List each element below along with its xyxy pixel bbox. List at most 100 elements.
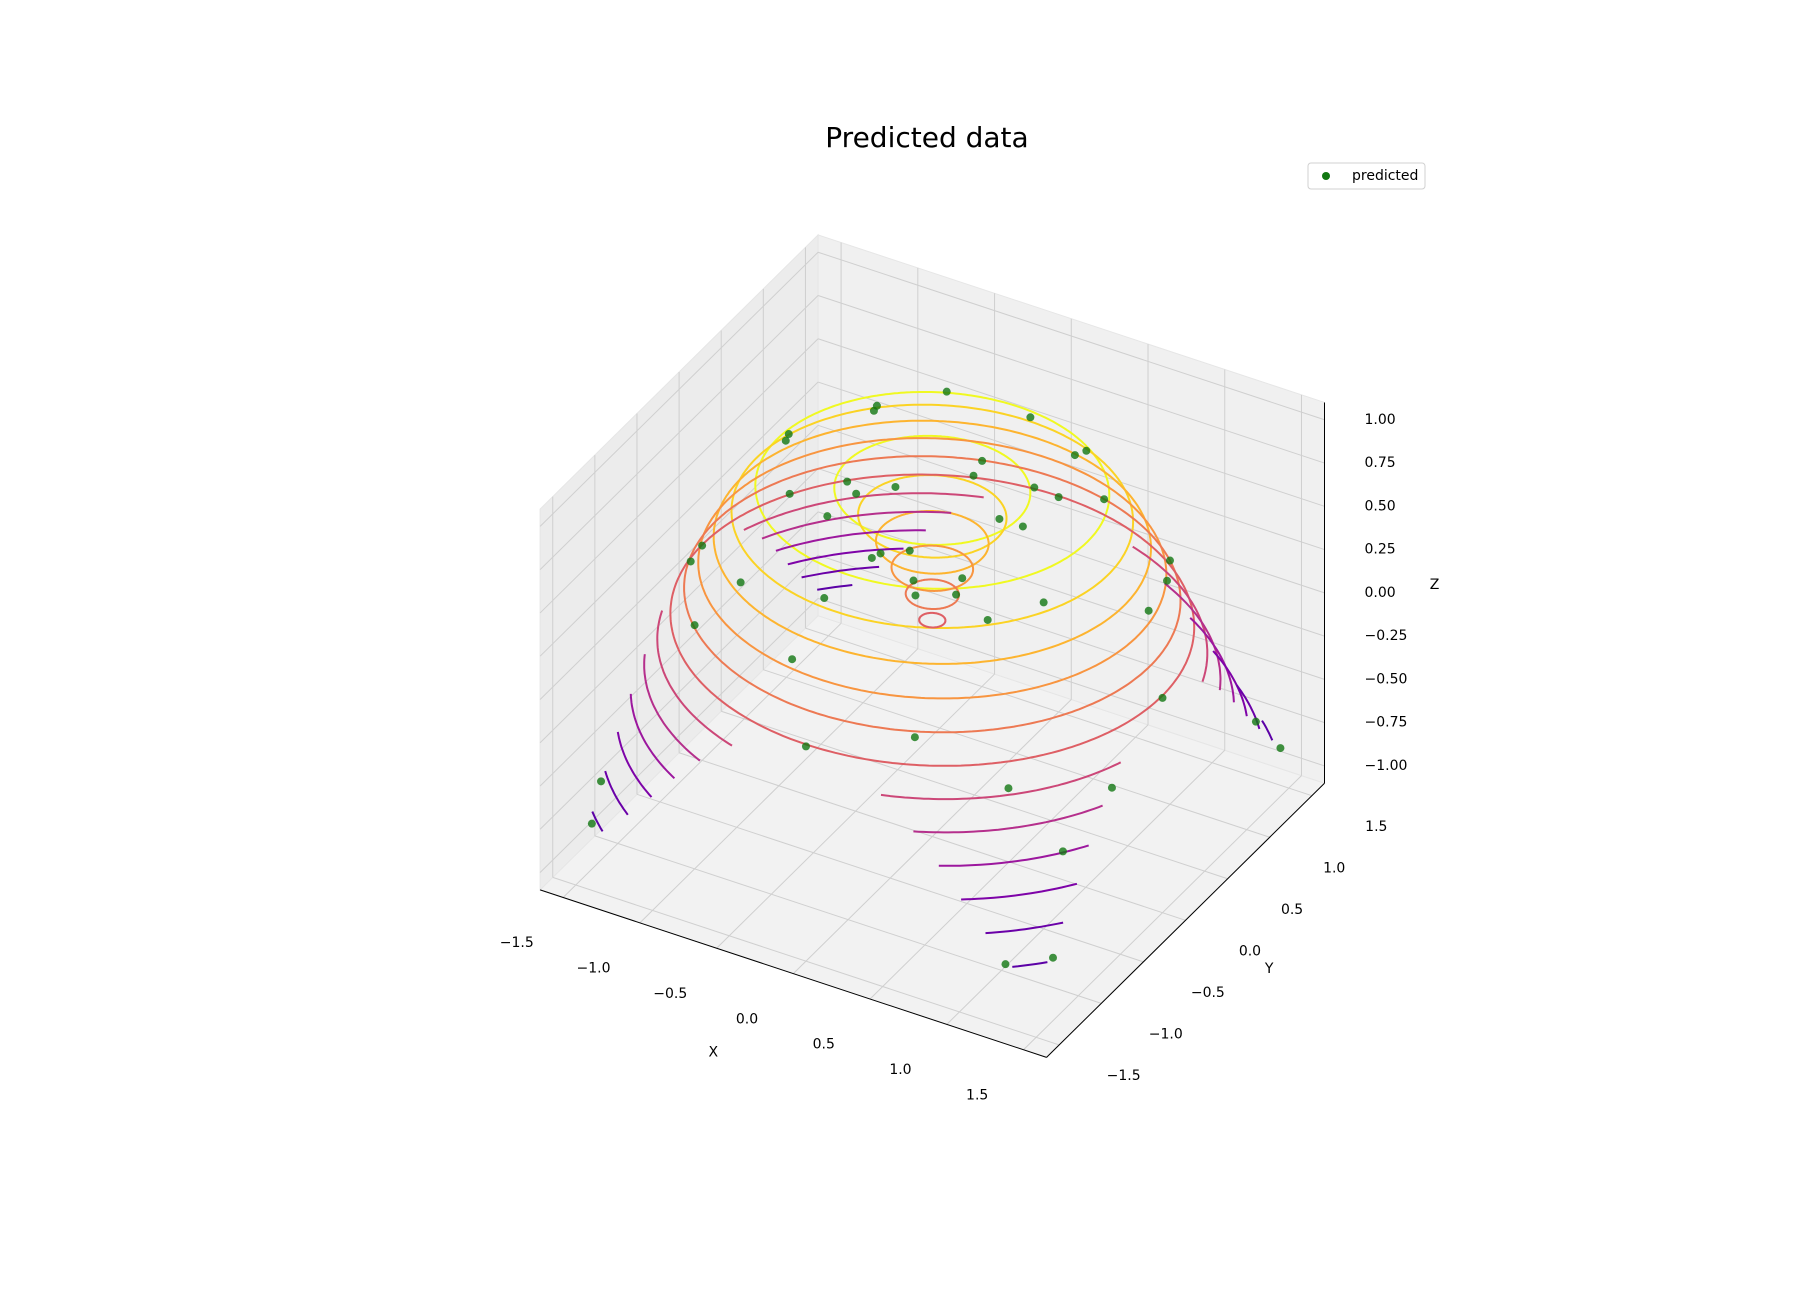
scatter-point [1070, 451, 1079, 460]
scatter-point [597, 777, 606, 786]
scatter-point [872, 401, 881, 410]
y-tick-label: −0.5 [1191, 985, 1225, 1001]
y-tick-label: −1.5 [1107, 1068, 1141, 1084]
contour-line [683, 455, 1182, 734]
x-tick-label: 0.5 [813, 1037, 835, 1053]
scatter-point [785, 489, 794, 498]
grid-line [539, 598, 819, 873]
scatter-point [1082, 446, 1091, 455]
contour-line [918, 611, 947, 629]
z-tick-label: −0.75 [1365, 715, 1408, 731]
scatter-point [867, 553, 876, 562]
scatter-point [1166, 556, 1174, 565]
contour-line [629, 529, 1235, 867]
scatter-point [852, 489, 861, 498]
legend-marker [1322, 172, 1330, 180]
axis-line [539, 889, 1047, 1058]
z-tick-label: 0.50 [1365, 498, 1396, 514]
chart-title: Predicted data [825, 121, 1028, 154]
grid-line [678, 752, 1186, 921]
scatter-point [911, 591, 920, 600]
scatter-point [1001, 960, 1010, 969]
grid-line [817, 381, 1325, 551]
scatter-point [910, 733, 919, 742]
scatter-point [1276, 744, 1285, 753]
contour-line [591, 584, 1274, 968]
grid-line [817, 468, 1325, 637]
grid-line [817, 424, 1325, 594]
y-tick-label: 0.5 [1281, 902, 1303, 918]
contour-line [890, 544, 975, 592]
grid-line [594, 835, 1102, 1004]
grid-line [539, 468, 819, 744]
grid-line [539, 424, 819, 700]
legend-box [1307, 162, 1426, 190]
scatter-point [736, 578, 745, 587]
y-tick-label: 0.0 [1239, 944, 1261, 960]
scatter-point [952, 590, 961, 599]
scatter-point [843, 477, 852, 486]
contour-line [904, 578, 960, 610]
scatter-point [1039, 598, 1048, 607]
scatter-point [820, 594, 829, 603]
scatter-point [1251, 717, 1260, 726]
z-axis-label: Z [1430, 577, 1440, 593]
contour-line [697, 437, 1168, 700]
grid-line [817, 251, 1325, 421]
scatter-point [983, 615, 992, 624]
x-tick-label: 1.0 [889, 1062, 911, 1078]
grid-line [817, 295, 1325, 464]
scatter-point [781, 436, 790, 445]
contour-line [874, 510, 990, 575]
x-tick-label: −1.5 [500, 935, 534, 951]
z-tick-label: −0.25 [1365, 628, 1408, 644]
contour-line [712, 419, 1153, 665]
scatter-point [969, 471, 978, 480]
x-axis-label: X [709, 1045, 719, 1061]
scatter-point [1018, 522, 1027, 531]
axis-line [1046, 782, 1325, 1058]
scatter-point [1163, 576, 1171, 585]
legend-label: predicted [1352, 168, 1418, 184]
scatter-point [909, 576, 918, 585]
scatter-point [1054, 493, 1063, 502]
scatter-point [891, 482, 900, 491]
grid-line [539, 338, 819, 614]
scatter-point [784, 430, 793, 439]
scatter-point [905, 546, 914, 555]
scatter-point [876, 549, 885, 558]
scatter-point [1026, 413, 1035, 422]
y-axis-label: Y [1264, 961, 1274, 977]
scatter-point [690, 621, 699, 630]
scatter-point [1030, 483, 1039, 492]
z-tick-label: −0.50 [1365, 671, 1408, 687]
scatter-point [978, 456, 987, 465]
y-tick-label: 1.5 [1365, 819, 1387, 835]
scatter-point [686, 557, 695, 566]
contour-line [754, 391, 1111, 590]
grid-line [763, 669, 1270, 838]
grid-line [539, 381, 819, 657]
grid-line [805, 627, 1313, 797]
scatter-point [942, 387, 951, 396]
grid-line [817, 511, 1325, 680]
scatter-point [788, 655, 797, 664]
y-tick-label: 1.0 [1323, 861, 1345, 877]
scatter-point [1004, 784, 1013, 793]
scatter-point [958, 574, 967, 583]
grid-line [539, 554, 819, 830]
grid-line [636, 793, 1144, 963]
z-tick-label: −1.00 [1365, 758, 1408, 774]
scatter-point [698, 541, 707, 550]
contour-line [616, 547, 1248, 901]
scatter-point [587, 819, 596, 828]
contour-line [857, 474, 1008, 559]
grid-line [539, 251, 819, 527]
scatter-point [1158, 693, 1167, 702]
scatter-point [801, 742, 810, 751]
x-tick-label: 0.0 [736, 1011, 758, 1027]
scatter-point [823, 512, 832, 521]
scatter-point [1049, 953, 1057, 962]
